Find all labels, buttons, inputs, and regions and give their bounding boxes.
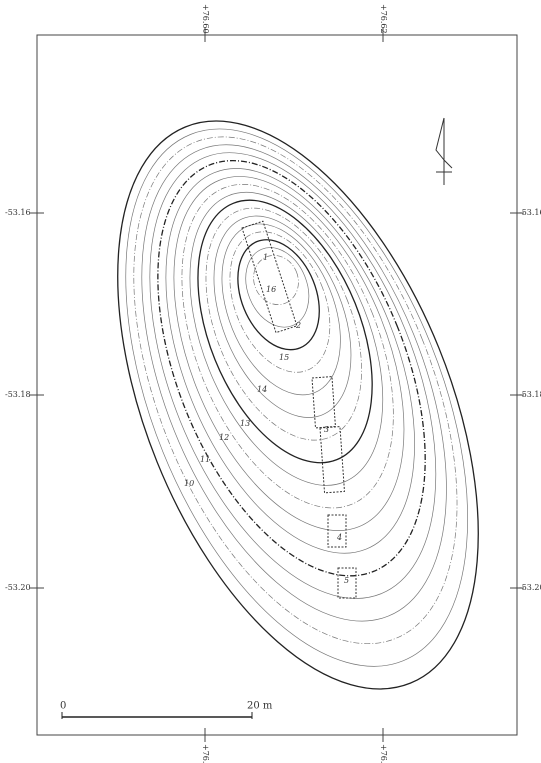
trench-label: 4 — [336, 533, 342, 542]
contour-line — [175, 186, 392, 463]
scale-start: 0 — [60, 701, 66, 712]
contour-line — [104, 122, 479, 614]
contour-label: 10 — [184, 479, 194, 488]
trench — [242, 221, 297, 332]
trench — [312, 377, 335, 428]
contour-label: 12 — [219, 433, 229, 442]
latitude-label: -53.16 — [5, 208, 31, 217]
longitude-label: +76.60 — [201, 4, 210, 34]
contour-line — [45, 70, 541, 740]
map-frame — [37, 35, 517, 735]
latitude-label: -53.18 — [519, 390, 541, 399]
scale-end: 20 m — [247, 701, 273, 712]
contour-line — [199, 207, 364, 413]
contour-line — [187, 196, 378, 437]
trench-label: 5 — [344, 576, 349, 585]
contour-line — [151, 164, 421, 513]
contour-label: 15 — [279, 353, 289, 362]
contour-line — [163, 175, 407, 488]
contour-line — [116, 133, 465, 589]
longitude-label: +76.62 — [379, 4, 388, 34]
contours — [45, 70, 541, 740]
contour-line — [234, 238, 320, 337]
contour-label: 14 — [257, 385, 267, 394]
contour-label: 11 — [200, 455, 210, 464]
contour-label: 16 — [266, 285, 276, 294]
contour-line — [246, 249, 306, 312]
site-map: -53.16 -53.18 -53.20 -53.16 -53.18 -53.2… — [0, 0, 541, 763]
trench — [328, 515, 346, 547]
scale-bar — [62, 712, 252, 719]
contour-line — [92, 112, 493, 639]
latitude-label: -53.16 — [519, 208, 541, 217]
contour-label: 13 — [240, 419, 250, 428]
contour-line — [223, 228, 335, 362]
latitude-label: -53.20 — [519, 583, 541, 592]
trench-label: 2 — [295, 321, 301, 330]
north-arrow — [436, 118, 452, 185]
latitude-label: -53.20 — [5, 583, 31, 592]
contour-line — [80, 101, 508, 664]
trench-label: 1 — [263, 253, 268, 262]
trench-label: 3 — [324, 425, 329, 434]
grid-ticks — [30, 28, 524, 742]
longitude-label: +76.62 — [379, 744, 388, 763]
longitude-label: +76.60 — [201, 744, 210, 763]
latitude-label: -53.18 — [5, 390, 31, 399]
